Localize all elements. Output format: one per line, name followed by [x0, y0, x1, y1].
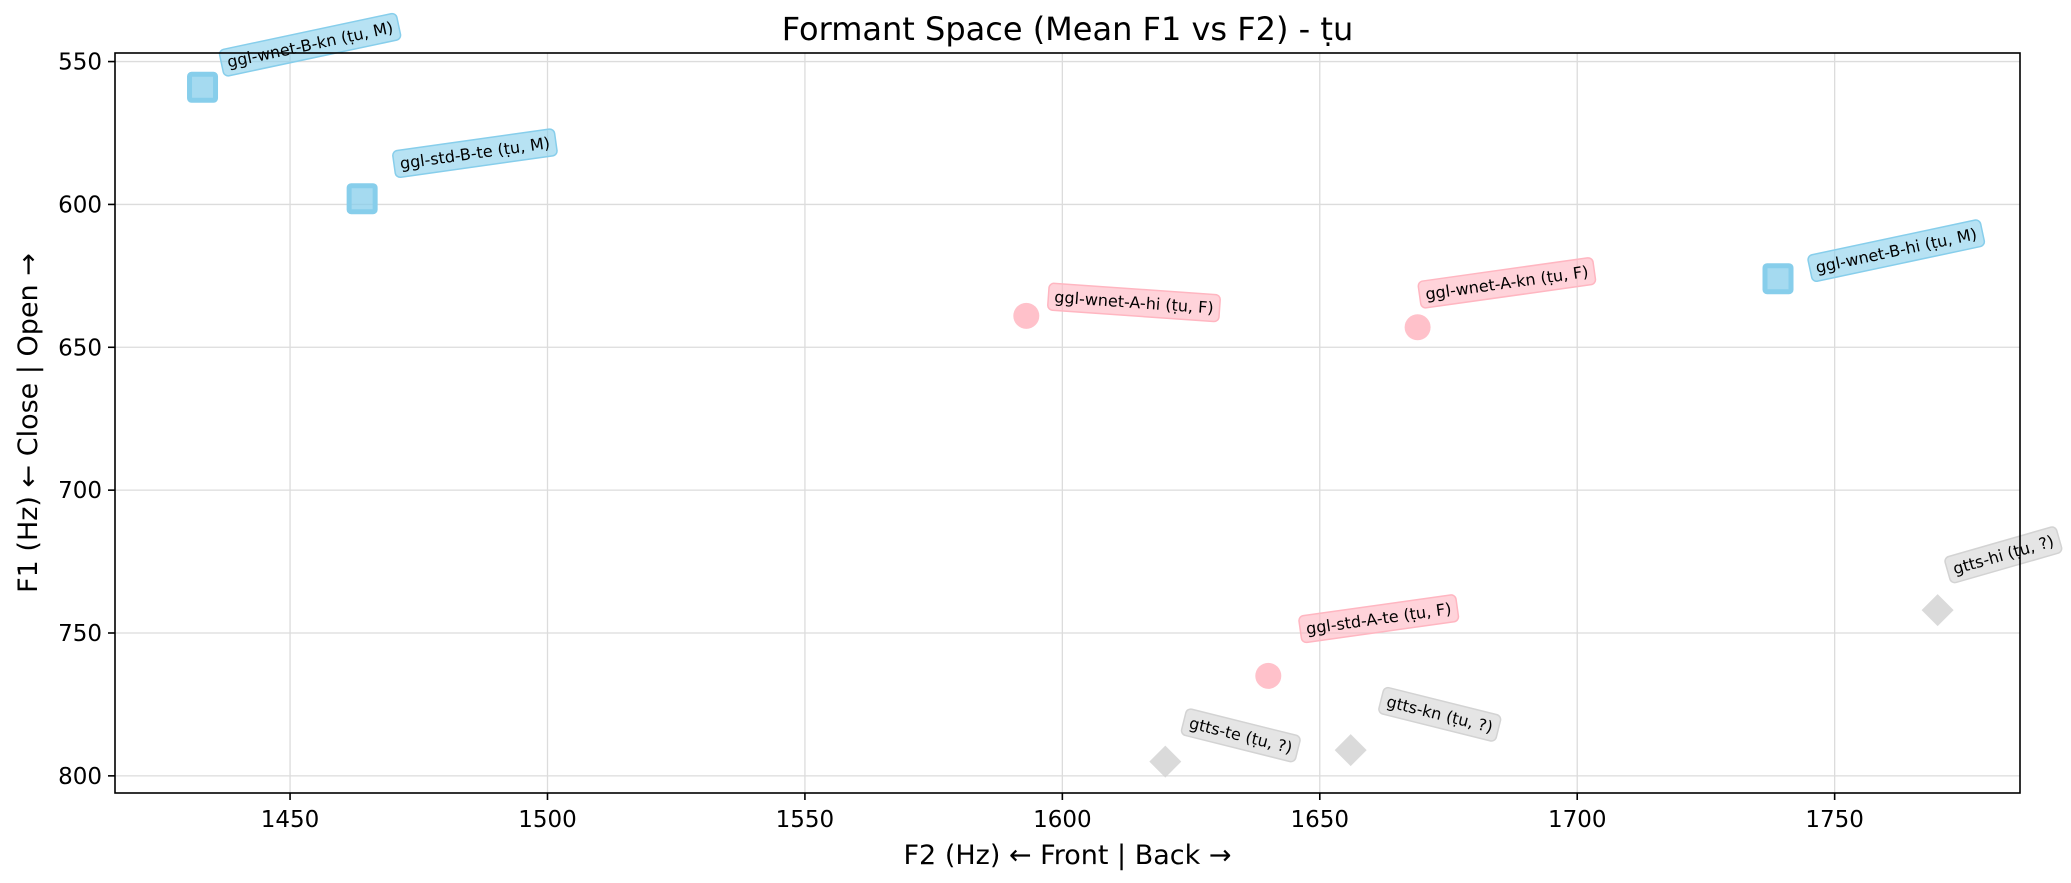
point-label-box: [1807, 219, 1986, 283]
y-axis-label: F1 (Hz) ← Close | Open →: [13, 253, 44, 593]
point-label-box: [1047, 282, 1221, 323]
point-label-group: ggl-wnet-B-kn (ṭu, M): [218, 12, 402, 77]
y-tick-label: 800: [58, 764, 102, 790]
point-label-box: [218, 12, 402, 77]
point-label: gtts-kn (ṭu, ?): [1385, 692, 1495, 737]
x-tick-label: 1450: [261, 807, 320, 833]
diamond-marker: [1921, 594, 1954, 627]
axis-ticks: 1450 1500 1550 1600 1650 1700 1750 550 600 650 700…: [58, 50, 1864, 833]
point-label-box: [1417, 257, 1597, 309]
data-points: ggl-wnet-B-kn (ṭu, M) ggl-std-B-te (ṭu, M…: [187, 12, 2063, 778]
point-label-group: ggl-std-A-te (ṭu, F): [1298, 594, 1460, 644]
data-point-group: ggl-wnet-A-kn (ṭu, F): [1404, 257, 1597, 341]
x-tick-label: 1600: [1033, 807, 1092, 833]
square-marker: [1762, 263, 1794, 295]
plot-area-frame: [114, 52, 2021, 794]
point-label-group: ggl-wnet-A-kn (ṭu, F): [1417, 257, 1597, 309]
point-label-box: [392, 128, 558, 179]
data-point-group: ggl-wnet-A-hi (ṭu, F): [1013, 282, 1221, 329]
data-point-group: gtts-kn (ṭu, ?): [1334, 686, 1502, 767]
point-label-group: gtts-hi (ṭu, ?): [1944, 526, 2063, 584]
diamond-marker: [1149, 745, 1182, 778]
point-label-box: [1180, 708, 1301, 763]
point-label-group: ggl-wnet-A-hi (ṭu, F): [1047, 282, 1221, 323]
point-label-group: gtts-kn (ṭu, ?): [1378, 686, 1502, 742]
circle-marker: [1404, 314, 1431, 341]
y-tick-label: 750: [58, 621, 102, 647]
data-point-group: ggl-std-A-te (ṭu, F): [1255, 594, 1460, 689]
x-tick-label: 1700: [1548, 807, 1607, 833]
x-tick-label: 1500: [518, 807, 577, 833]
data-point-group: gtts-te (ṭu, ?): [1149, 708, 1301, 778]
point-label: ggl-wnet-A-kn (ṭu, F): [1424, 262, 1589, 304]
square-marker: [187, 71, 219, 103]
point-label-group: gtts-te (ṭu, ?): [1180, 708, 1301, 763]
data-point-group: ggl-wnet-B-kn (ṭu, M): [187, 12, 402, 103]
x-tick-label: 1650: [1291, 807, 1350, 833]
point-label-box: [1298, 594, 1460, 644]
data-point-group: ggl-wnet-B-hi (ṭu, M): [1762, 219, 1986, 295]
y-tick-label: 650: [58, 335, 102, 361]
data-point-group: gtts-hi (ṭu, ?): [1921, 526, 2063, 627]
point-label-group: ggl-std-B-te (ṭu, M): [392, 128, 558, 179]
point-label-group: ggl-wnet-B-hi (ṭu, M): [1807, 219, 1986, 283]
x-tick-label: 1550: [776, 807, 835, 833]
y-tick-label: 550: [58, 50, 102, 76]
grid-lines: [115, 53, 2020, 793]
circle-marker: [1013, 302, 1040, 329]
y-tick-label: 700: [58, 478, 102, 504]
point-label-box: [1944, 526, 2063, 584]
diamond-marker: [1334, 734, 1367, 767]
x-tick-label: 1750: [1805, 807, 1864, 833]
chart-title: Formant Space (Mean F1 vs F2) - ṭu: [782, 10, 1353, 48]
circle-marker: [1255, 662, 1282, 689]
point-label-box: [1378, 686, 1502, 742]
point-label: gtts-te (ṭu, ?): [1187, 713, 1294, 757]
square-marker: [346, 183, 378, 215]
x-axis-label: F2 (Hz) ← Front | Back →: [904, 840, 1232, 871]
y-tick-label: 600: [58, 192, 102, 218]
data-point-group: ggl-std-B-te (ṭu, M): [346, 128, 558, 215]
